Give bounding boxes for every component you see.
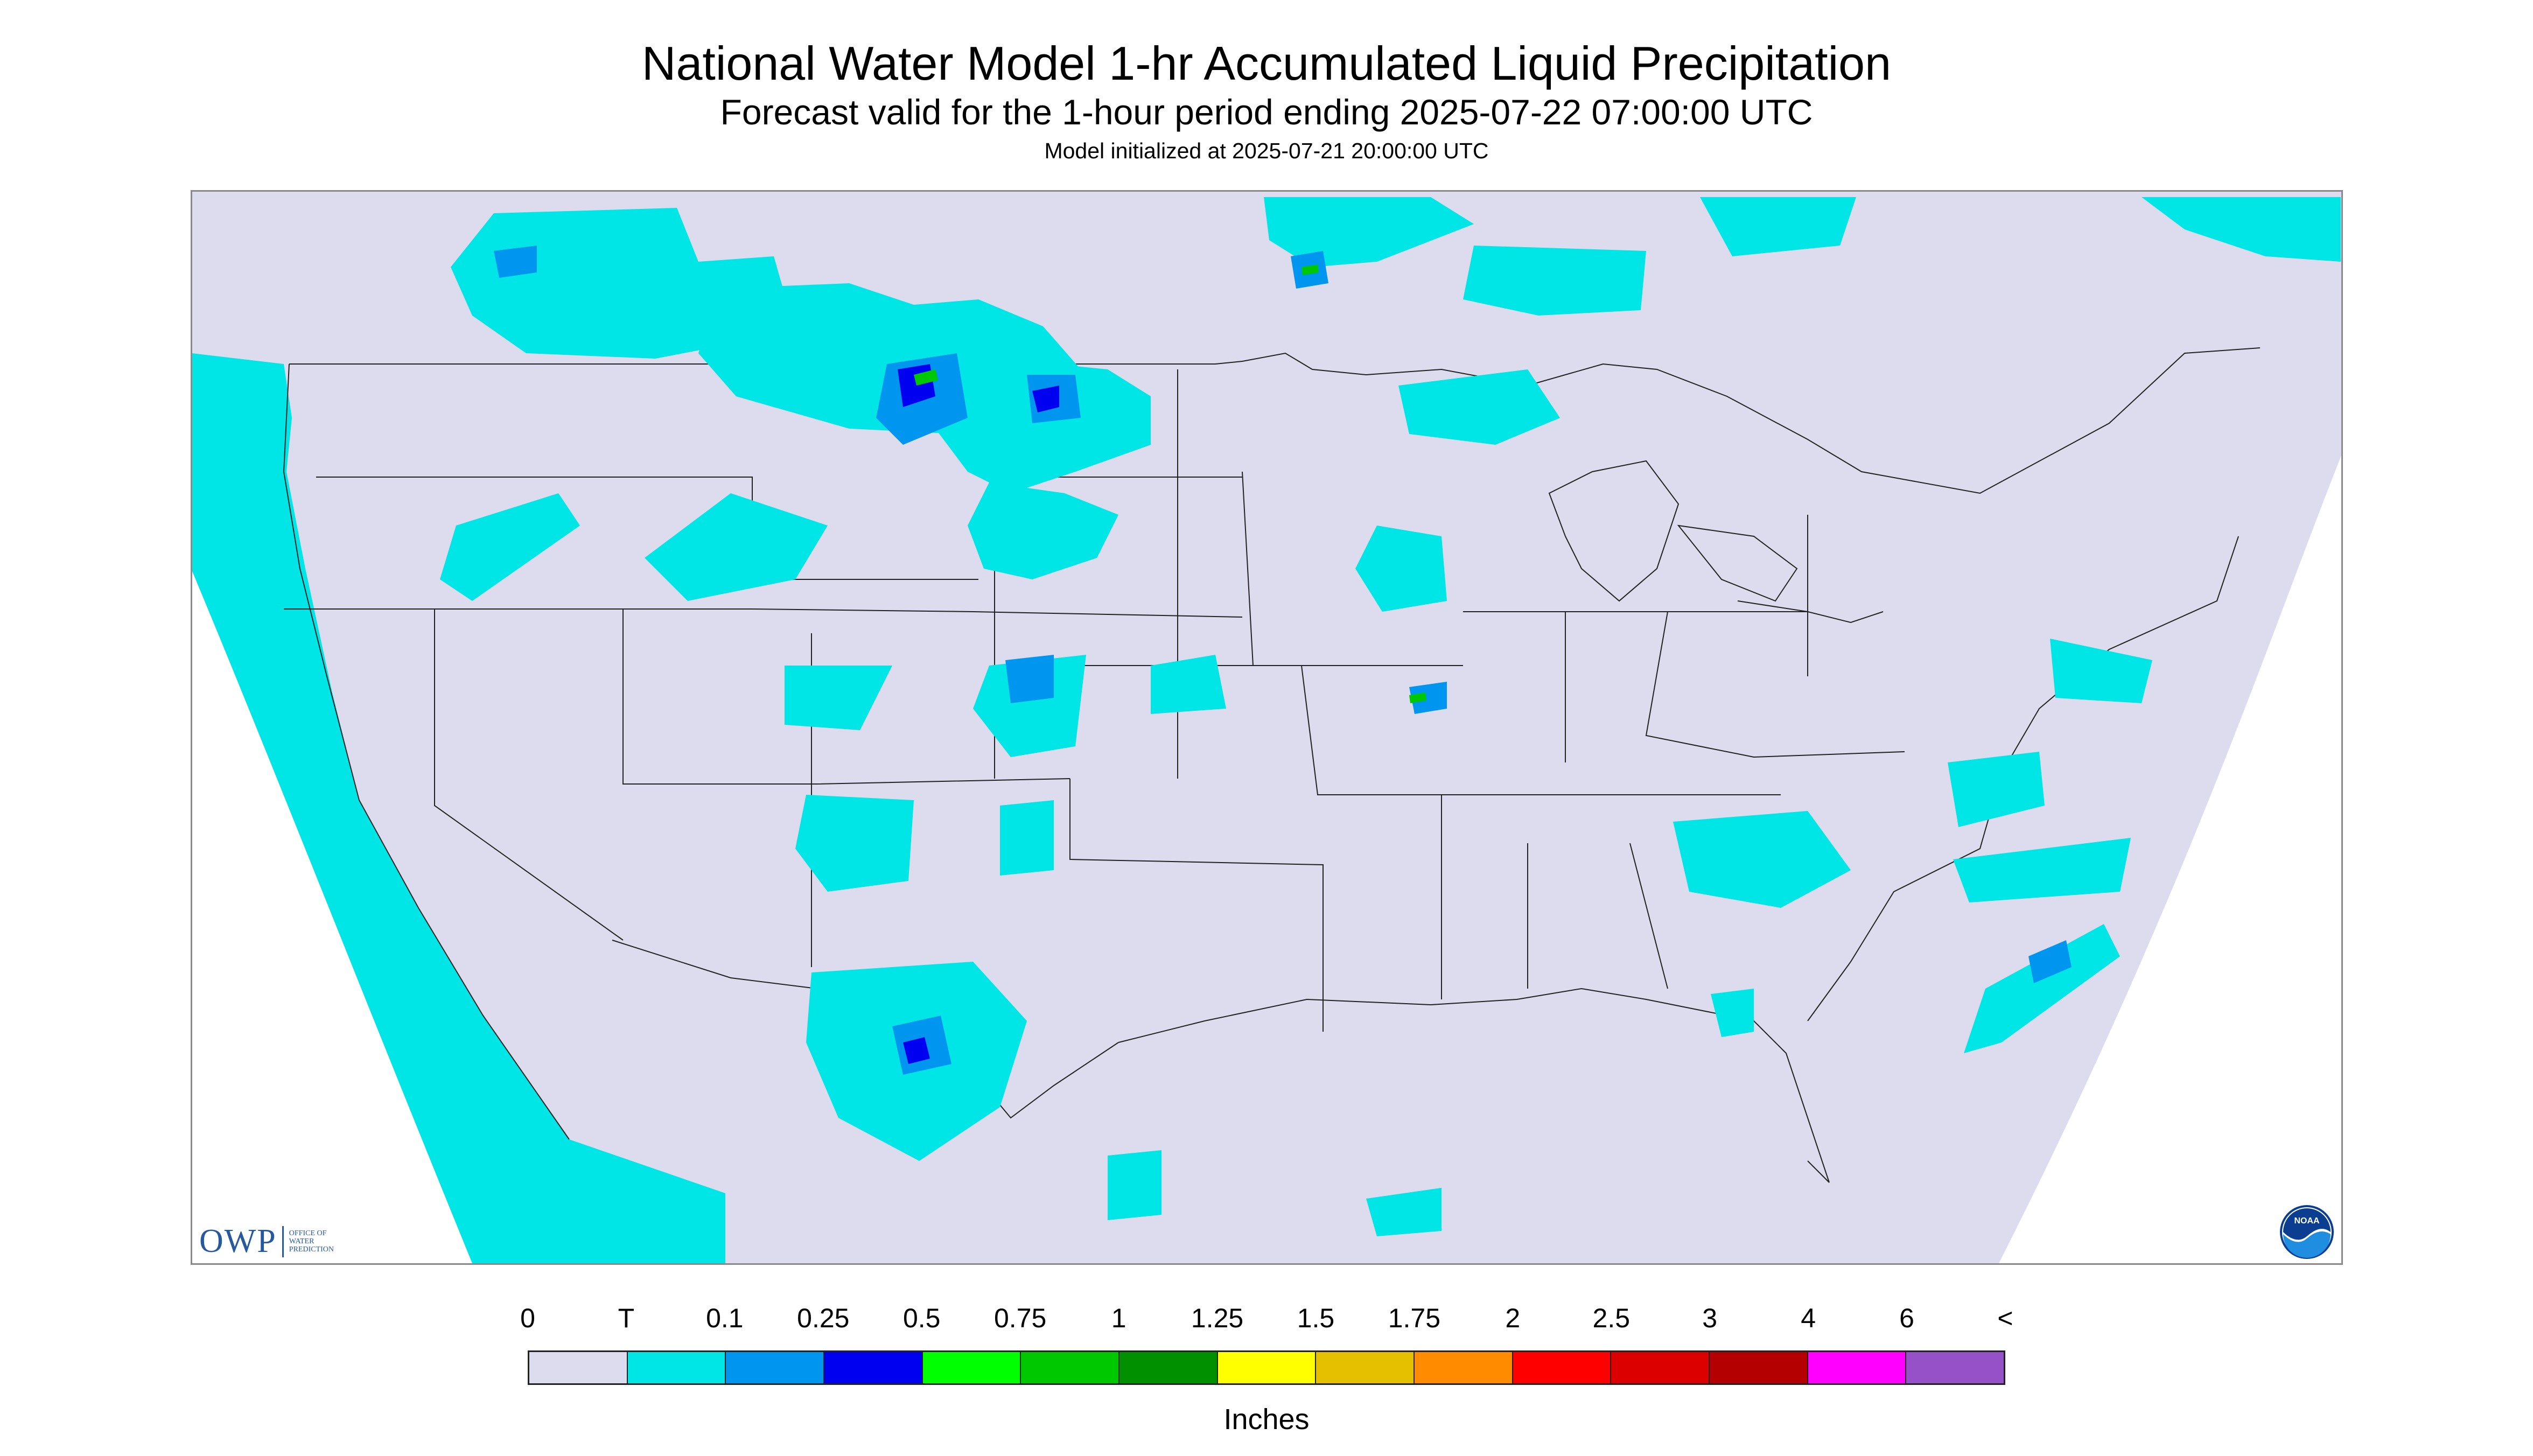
legend-swatch	[1021, 1352, 1120, 1383]
state-line	[434, 609, 624, 941]
owp-divider	[282, 1226, 284, 1257]
us-coast-west	[283, 363, 570, 1140]
state-line	[1645, 611, 1905, 758]
legend-swatch	[1808, 1352, 1907, 1383]
legend-tick-label: 0.1	[706, 1303, 744, 1333]
owp-text-line: OFFICE OF	[289, 1229, 327, 1237]
legend-swatch	[1710, 1352, 1808, 1383]
legend-swatch	[1316, 1352, 1415, 1383]
precip-cell	[645, 493, 828, 601]
legend-tick-label: 0	[520, 1303, 535, 1333]
precip-trace-cells	[440, 197, 2341, 1236]
precip-cell	[2050, 639, 2152, 703]
precip-cell	[1953, 838, 2131, 902]
precip-cell	[2142, 197, 2341, 262]
precip-cell	[1151, 655, 1226, 714]
legend-swatch	[1217, 1352, 1317, 1383]
precipitation-map[interactable]	[191, 190, 2343, 1265]
legend-tick-label: T	[618, 1303, 635, 1333]
legend-swatch	[1119, 1352, 1218, 1383]
precip-pacific-area	[192, 353, 725, 1263]
precip-cell	[1948, 752, 2045, 827]
great-lakes	[1737, 600, 1884, 624]
precip-cell	[1264, 197, 1474, 267]
state-line	[1242, 471, 1463, 666]
legend-units: Inches	[1223, 1403, 1310, 1436]
precip-cell	[1409, 692, 1426, 703]
owp-text-line: WATER	[289, 1237, 314, 1245]
legend-swatch	[1415, 1352, 1513, 1383]
owp-logo: OWP OFFICE OF WATER PREDICTION	[199, 1222, 334, 1261]
precip-cell	[1000, 800, 1054, 876]
gulf-coast	[1118, 988, 1830, 1183]
state-line	[622, 609, 1070, 785]
legend-tick-label: 1.5	[1297, 1303, 1335, 1333]
legend-tick-label: 0.5	[902, 1303, 941, 1333]
precip-cell	[795, 795, 914, 892]
legend-swatch	[922, 1352, 1021, 1383]
precip-heavy-cells	[914, 264, 1426, 703]
legend-tick-label: 4	[1801, 1303, 1816, 1333]
state-line	[1629, 843, 1668, 989]
legend-tick-label: 2	[1505, 1303, 1521, 1333]
legend-tick-label: 2.5	[1592, 1303, 1631, 1333]
legend-tick-label: 1.75	[1388, 1303, 1441, 1333]
precip-cell	[903, 1037, 930, 1064]
precip-cell	[914, 369, 938, 386]
precip-cell	[785, 666, 892, 730]
precip-cell	[1005, 655, 1054, 703]
model-domain	[192, 192, 2341, 1263]
legend-swatch	[824, 1352, 923, 1383]
precip-cell	[440, 493, 580, 601]
precip-cell	[1355, 526, 1447, 612]
map-title: National Water Model 1-hr Accumulated Li…	[641, 37, 1892, 90]
precip-cell	[1366, 1188, 1442, 1236]
great-lakes	[1548, 460, 1680, 602]
owp-mark: OWP	[199, 1223, 277, 1259]
precip-cell	[1032, 386, 1059, 412]
precip-cell	[973, 655, 1086, 757]
forecast-valid-subtitle: Forecast valid for the 1-hour period end…	[720, 92, 1813, 132]
legend-swatch	[1906, 1352, 2004, 1383]
legend-swatch	[529, 1352, 628, 1383]
precip-cell	[1700, 197, 1856, 256]
precip-cell	[1302, 264, 1319, 275]
precipitation-map-svg	[192, 192, 2341, 1263]
precip-cell	[494, 246, 537, 278]
state-line	[284, 608, 1243, 618]
legend-tick-label: 0.75	[993, 1303, 1047, 1333]
legend-swatches	[528, 1350, 2005, 1385]
precip-cell	[1398, 369, 1560, 445]
legend-tick-label: 3	[1702, 1303, 1718, 1333]
legend-tick-label: 1	[1111, 1303, 1126, 1333]
legend-swatch	[1611, 1352, 1710, 1383]
precip-cell	[1108, 1150, 1161, 1220]
noaa-logo-text: NOAA	[2294, 1216, 2320, 1226]
precip-cell	[968, 482, 1118, 579]
legend-tick-label: 0.25	[797, 1303, 850, 1333]
legend-tick-label: 6	[1899, 1303, 1914, 1333]
canada-border	[289, 347, 2261, 494]
legend-swatch	[1513, 1352, 1612, 1383]
precip-cell	[1463, 246, 1646, 316]
model-init-time: Model initialized at 2025-07-21 20:00:00…	[1044, 138, 1489, 163]
owp-text: OFFICE OF WATER PREDICTION	[289, 1229, 334, 1254]
legend-swatch	[627, 1352, 726, 1383]
legend-tick-label: 1.25	[1191, 1303, 1244, 1333]
precip-cell	[1964, 924, 2120, 1053]
precip-cell	[935, 353, 1151, 493]
state-line	[1069, 779, 1324, 1032]
legend-tick-label: <	[1997, 1303, 2013, 1333]
legend-swatch	[726, 1352, 825, 1383]
precip-cell	[1673, 811, 1851, 908]
noaa-logo: NOAA	[2280, 1205, 2334, 1259]
precip-cell	[1711, 989, 1754, 1037]
color-legend: 0 T 0.1 0.25 0.5 0.75 1 1.25 1.5 1.75 2 2.5 3 4 6 <	[520, 1303, 2013, 1389]
precip-cell	[2028, 940, 2072, 983]
precip-cell	[1409, 682, 1447, 714]
great-lakes	[1677, 524, 1798, 602]
owp-text-line: PREDICTION	[289, 1245, 334, 1254]
